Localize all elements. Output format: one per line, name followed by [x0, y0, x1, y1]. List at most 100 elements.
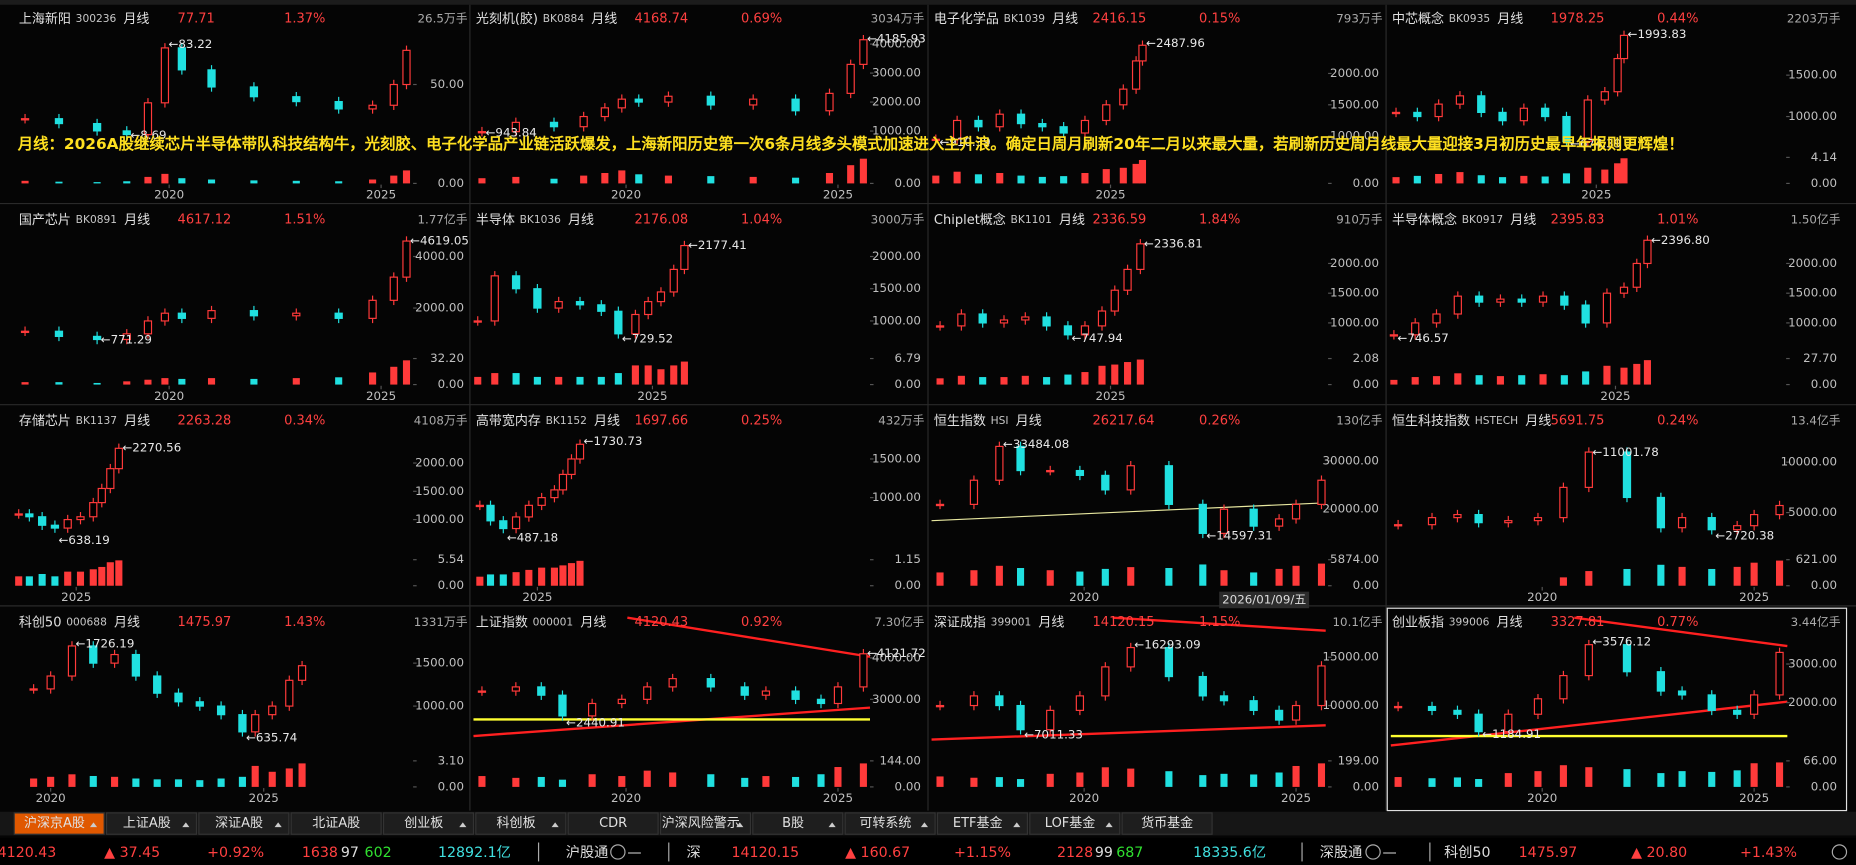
tab[interactable]: 货币基金	[1121, 812, 1213, 835]
candle	[1274, 709, 1284, 721]
low-annotation: ←1184.91	[1482, 727, 1541, 741]
volume-tick-label: 0.00	[1353, 377, 1379, 391]
volume-bar	[1518, 375, 1526, 385]
chart-panel[interactable]: 半导体概念 BK0917 月线 2395.83 1.01% 1.50亿手 2000.00 15…	[1389, 212, 1841, 403]
tab[interactable]: ETF基金	[936, 812, 1029, 835]
volume: 2203万手	[1787, 11, 1841, 25]
arrow: ←	[76, 636, 86, 650]
tab-bg	[567, 812, 659, 835]
volume-bar	[614, 373, 622, 385]
candle	[1119, 88, 1128, 106]
y-tick-label: 1500.00	[1330, 286, 1379, 300]
chart-panel[interactable]: 恒生科技指数 HSTECH 月线 5691.75 0.24% 13.4亿手 10000.00…	[1392, 414, 1841, 604]
candle	[1393, 524, 1403, 527]
candle	[216, 705, 226, 716]
volume-tick-label: 4.14	[1811, 150, 1837, 164]
price: 2395.83	[1551, 213, 1605, 228]
y-tick-label: 10000.00	[1323, 698, 1379, 712]
candle	[1291, 503, 1301, 520]
chart-panel[interactable]: 电子化学品 BK1039 月线 2416.15 0.15% 793万手 2000.00 150…	[931, 10, 1383, 202]
volume: 1.77亿手	[418, 213, 468, 227]
arrow: ←	[1144, 236, 1154, 250]
volume-bar	[1643, 360, 1651, 385]
chart-panel[interactable]: 存储芯片 BK1137 月线 2263.28 0.34% 4108万手 2000.00 150…	[14, 414, 468, 604]
status-bar	[0, 837, 1856, 865]
y-tick-label: 3000.00	[1788, 656, 1837, 670]
volume-bar	[292, 378, 300, 385]
tab[interactable]: B股	[752, 812, 844, 835]
volume-bar	[618, 170, 626, 184]
tab[interactable]: 科创板	[475, 812, 567, 835]
tab-bg	[475, 812, 567, 835]
y-tick-label: 50.00	[430, 77, 464, 91]
tab[interactable]: 上证A股	[105, 812, 198, 835]
low-label: 1184.91	[1492, 727, 1541, 741]
chart-panel[interactable]: 上海新阳 300236 月线 77.71 1.37% 26.5万手 50.00 0.00 202…	[19, 10, 468, 201]
chart-panel[interactable]: 上证指数 000001 月线 4120.43 0.92% 7.30亿手 4000.00 300…	[476, 615, 926, 805]
tab-caret	[828, 822, 836, 828]
volume-bar	[576, 560, 584, 586]
tab[interactable]: 沪深京A股	[13, 812, 105, 835]
high-label: 2336.81	[1154, 236, 1203, 250]
candle	[668, 678, 677, 688]
chart-panel[interactable]: 中芯概念 BK0935 月线 1978.25 0.44% 2203万手 1500.00 100…	[1391, 10, 1841, 202]
chart-panel[interactable]: 半导体 BK1036 月线 2176.08 1.04% 3000万手 2000.00 1500…	[473, 213, 925, 403]
candle	[575, 443, 585, 460]
chart-panel[interactable]: 创业板指 399006 月线 3327.81 0.77% 3.44亿手 3000.00 200…	[1386, 607, 1848, 812]
volume-bar	[834, 767, 842, 787]
tab[interactable]: 沪深风险警示	[659, 812, 752, 835]
candle	[816, 698, 826, 705]
low-label: 2720.38	[1725, 528, 1774, 542]
volume-bar	[1064, 374, 1072, 385]
volume-bar	[512, 777, 520, 787]
low-label: 910.39	[949, 134, 990, 148]
candle	[1707, 694, 1716, 711]
tab[interactable]: 可转系统	[844, 812, 936, 835]
volume-bar	[1119, 167, 1127, 184]
tab-bg	[659, 812, 752, 835]
status-item: +1.15%	[954, 845, 1011, 861]
volume-bar	[995, 777, 1003, 787]
high-annotation: ←83.22	[168, 36, 212, 50]
chart-panel[interactable]: 高带宽内存 BK1152 月线 1697.66 0.25% 432万手 1500.00 100…	[475, 413, 925, 604]
chart-panel[interactable]: 深证成指 399001 月线 14120.15 1.15% 10.1亿手 15000.00 1…	[934, 615, 1383, 805]
volume: 26.5万手	[418, 11, 468, 25]
high-annotation: ←3576.12	[1592, 634, 1651, 648]
status-item: 99	[1095, 845, 1113, 861]
candle	[54, 330, 64, 337]
candle	[37, 516, 47, 526]
price: 3327.81	[1551, 615, 1605, 630]
status-item: 602	[365, 845, 392, 861]
panel-header: 深证成指 399001 月线	[934, 615, 1065, 630]
status-item: ▲ 160.67	[845, 845, 910, 861]
chart-panel[interactable]: 光刻机(胶) BK0884 月线 4168.74 0.69% 3034万手 4000.00 3…	[476, 10, 926, 201]
security-name: 半导体概念	[1392, 212, 1457, 228]
candle	[473, 320, 482, 323]
candle	[511, 516, 521, 530]
tab[interactable]: 创业板	[382, 812, 475, 835]
panel-header: 电子化学品 BK1039 月线	[934, 10, 1078, 26]
tab[interactable]: 深证A股	[198, 812, 290, 835]
chart-panel[interactable]: 科创50 000688 月线 1475.97 1.43% 1331万手 1500.00 100…	[19, 615, 468, 805]
change: 1.37%	[284, 11, 325, 26]
security-name: 中芯概念	[1392, 10, 1444, 26]
volume-bar	[1614, 163, 1622, 184]
candle	[20, 330, 30, 334]
volume: 4108万手	[414, 414, 468, 428]
tab[interactable]: LOF基金	[1029, 812, 1121, 835]
chart-panel[interactable]: 国产芯片 BK0891 月线 4617.12 1.51% 1.77亿手 4000.00 200…	[19, 213, 469, 403]
tab[interactable]: 北证A股	[290, 812, 382, 835]
volume: 793万手	[1336, 11, 1382, 25]
high-label: 16293.09	[1144, 637, 1200, 651]
security-code: 000001	[533, 615, 574, 628]
chart-panel[interactable]: Chiplet概念 BK1101 月线 2336.59 1.84% 910万手 2000.0…	[934, 212, 1383, 403]
chart-panel[interactable]: 恒生指数 HSI 月线 26217.64 0.26% 130亿手 30000.00 20000…	[934, 414, 1383, 604]
panel-header: 高带宽内存 BK1152 月线	[476, 413, 620, 429]
volume-bar	[30, 778, 38, 787]
y-tick-label: 1500.00	[415, 484, 464, 498]
volume-tick-label: 0.00	[1353, 176, 1379, 190]
volume-bar	[707, 774, 715, 787]
tab[interactable]: CDR	[567, 812, 659, 835]
candle	[511, 121, 520, 133]
